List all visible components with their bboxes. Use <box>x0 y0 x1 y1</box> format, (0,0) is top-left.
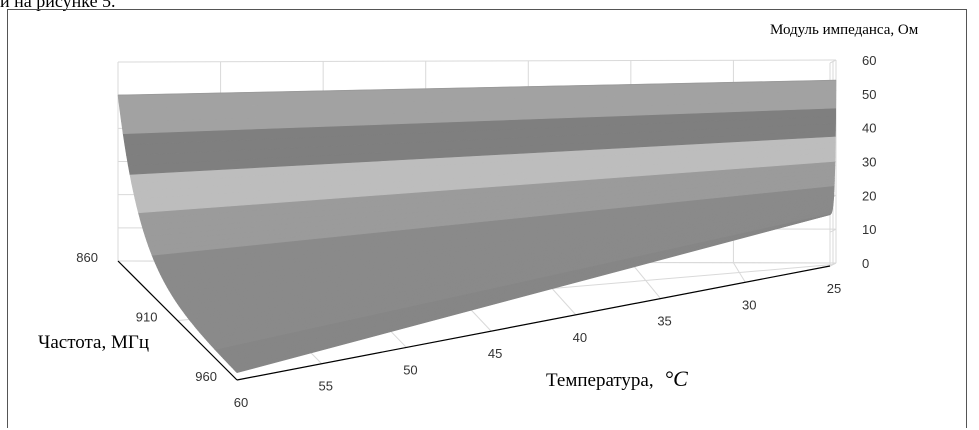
surface-top-edge <box>117 79 837 96</box>
impedance-tick-label: 40 <box>862 121 876 136</box>
impedance-tick-label: 0 <box>862 256 869 271</box>
temperature-tick-label: 35 <box>657 314 671 329</box>
temperature-tick-label: 40 <box>573 330 587 345</box>
impedance-tick-label: 10 <box>862 222 876 237</box>
frequency-tick-label: 860 <box>76 250 98 265</box>
z-axis-title: Модуль импеданса, Ом <box>770 22 919 38</box>
chart-ticks: 0 10 20 30 40 50 60 860 910 960 25 30 35 40 45 50 55 60 <box>76 53 876 410</box>
temperature-tick-label: 55 <box>318 379 332 394</box>
grid-line-back-horizontal <box>117 59 837 63</box>
page-caption-fragment: и на рисунке 5. <box>0 0 116 11</box>
temperature-tick-label: 25 <box>827 281 841 296</box>
chart-frame <box>7 9 967 428</box>
temperature-tick-label: 45 <box>488 346 502 361</box>
temperature-axis-line <box>236 265 831 381</box>
svg-text:Температура, °C: Температура, °C <box>546 366 688 391</box>
frequency-tick-label: 910 <box>136 310 158 325</box>
frequency-axis-line <box>117 260 238 381</box>
temperature-tick-label: 50 <box>403 362 417 377</box>
temperature-tick-label: 30 <box>742 297 756 312</box>
temperature-tick-label: 60 <box>234 395 248 410</box>
frequency-tick-label: 960 <box>195 369 217 384</box>
chart-surface <box>117 79 837 374</box>
impedance-tick-label: 30 <box>862 155 876 170</box>
temperature-axis-title: Температура, <box>546 370 654 391</box>
frequency-axis-title: Частота, МГц <box>38 332 149 353</box>
impedance-tick-label: 20 <box>862 188 876 203</box>
impedance-tick-label: 50 <box>862 87 876 102</box>
temperature-axis-unit: °C <box>664 366 688 391</box>
impedance-tick-label: 60 <box>862 53 876 68</box>
